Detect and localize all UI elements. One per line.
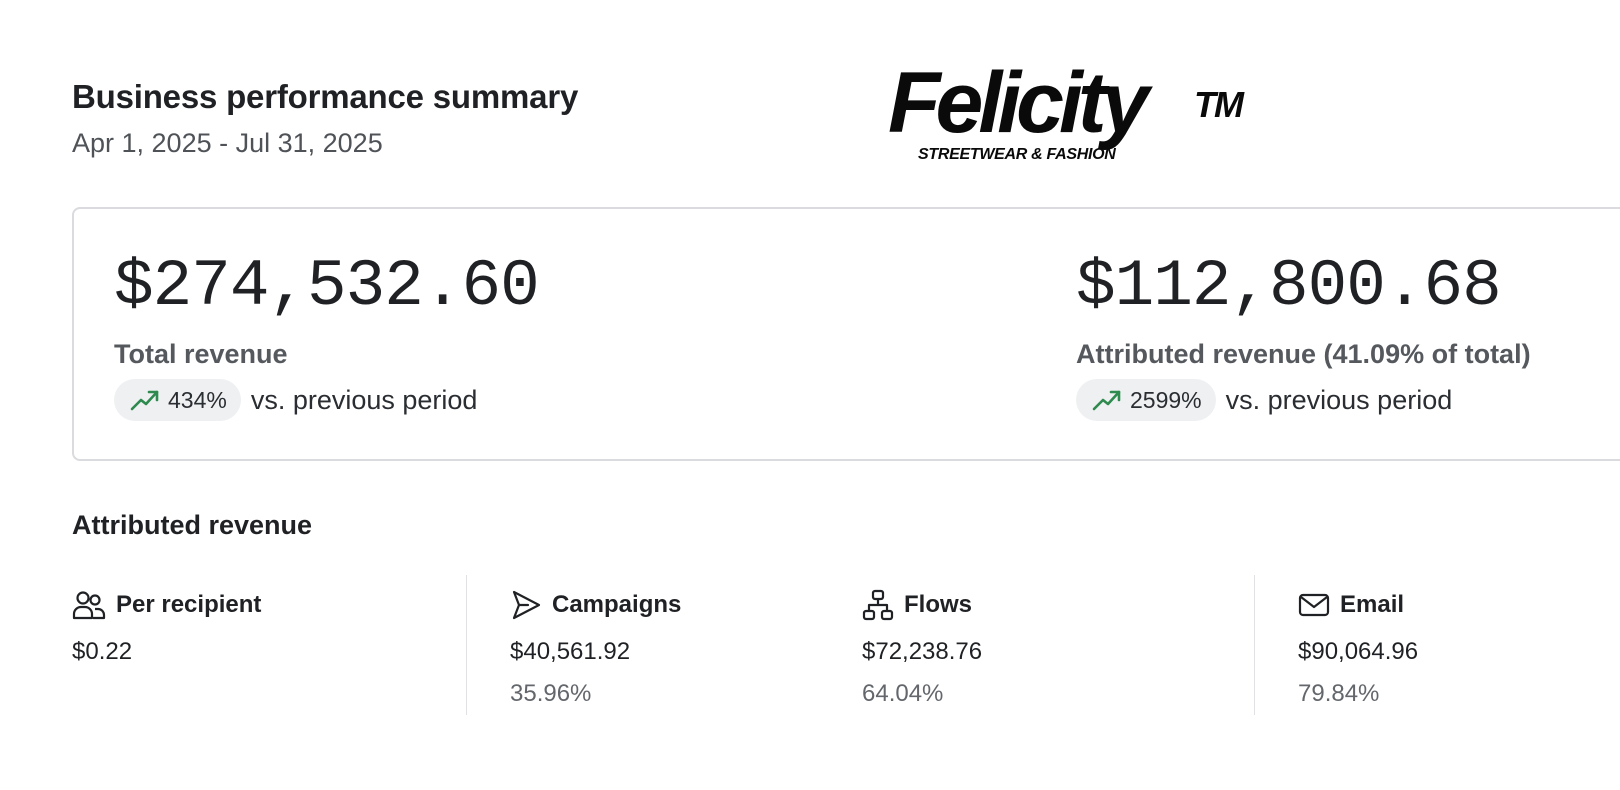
trending-up-icon xyxy=(130,390,159,411)
logo-wordmark: Felicity xyxy=(888,55,1149,151)
stat-label: Campaigns xyxy=(552,591,682,618)
column-divider xyxy=(1254,575,1255,715)
change-badge: 434% xyxy=(114,379,241,421)
stat-value: $90,064.96 xyxy=(1298,638,1419,665)
total-revenue-change: 434% vs. previous period xyxy=(114,379,477,421)
change-badge: 2599% xyxy=(1076,379,1216,421)
revenue-summary-panel: $274,532.60 Total revenue 434% vs. previ… xyxy=(72,207,1620,461)
logo-trademark: TM xyxy=(1194,84,1244,125)
total-revenue-label: Total revenue xyxy=(114,339,288,369)
logo-tagline: STREETWEAR & FASHION xyxy=(918,146,1116,163)
stat-label: Email xyxy=(1340,591,1405,618)
trending-up-icon xyxy=(1092,390,1121,411)
brand-logo: Felicity TM STREETWEAR & FASHION xyxy=(888,60,1258,170)
stat-per-recipient: Per recipient $0.22 xyxy=(72,588,261,666)
stat-label: Per recipient xyxy=(116,591,262,618)
stat-percent: 79.84% xyxy=(1298,680,1380,707)
attributed-revenue-section-title: Attributed revenue xyxy=(72,510,313,540)
change-suffix: vs. previous period xyxy=(250,384,478,415)
users-icon xyxy=(72,591,106,620)
send-icon xyxy=(512,590,541,620)
stat-email: Email $90,064.96 79.84% xyxy=(1298,588,1418,708)
stat-value: $0.22 xyxy=(72,638,133,665)
stat-flows: Flows $72,238.76 64.04% xyxy=(862,588,982,708)
stat-campaigns: Campaigns $40,561.92 35.96% xyxy=(510,588,681,708)
page-title: Business performance summary xyxy=(72,78,579,115)
mail-icon xyxy=(1298,593,1330,617)
total-revenue-value: $274,532.60 xyxy=(114,249,540,324)
flow-icon xyxy=(862,589,894,621)
change-percent: 2599% xyxy=(1130,386,1202,413)
attributed-revenue-label: Attributed revenue (41.09% of total) xyxy=(1076,339,1531,369)
stat-percent: 35.96% xyxy=(510,680,592,707)
attributed-revenue-value: $112,800.68 xyxy=(1076,249,1502,324)
date-range: Apr 1, 2025 - Jul 31, 2025 xyxy=(72,128,383,158)
change-percent: 434% xyxy=(168,386,227,413)
stat-value: $72,238.76 xyxy=(862,638,983,665)
stat-value: $40,561.92 xyxy=(510,638,631,665)
attributed-revenue-change: 2599% vs. previous period xyxy=(1076,379,1452,421)
change-suffix: vs. previous period xyxy=(1225,384,1453,415)
stat-percent: 64.04% xyxy=(862,680,944,707)
stat-label: Flows xyxy=(904,591,973,618)
report-card xyxy=(30,34,1620,760)
column-divider xyxy=(466,575,467,715)
